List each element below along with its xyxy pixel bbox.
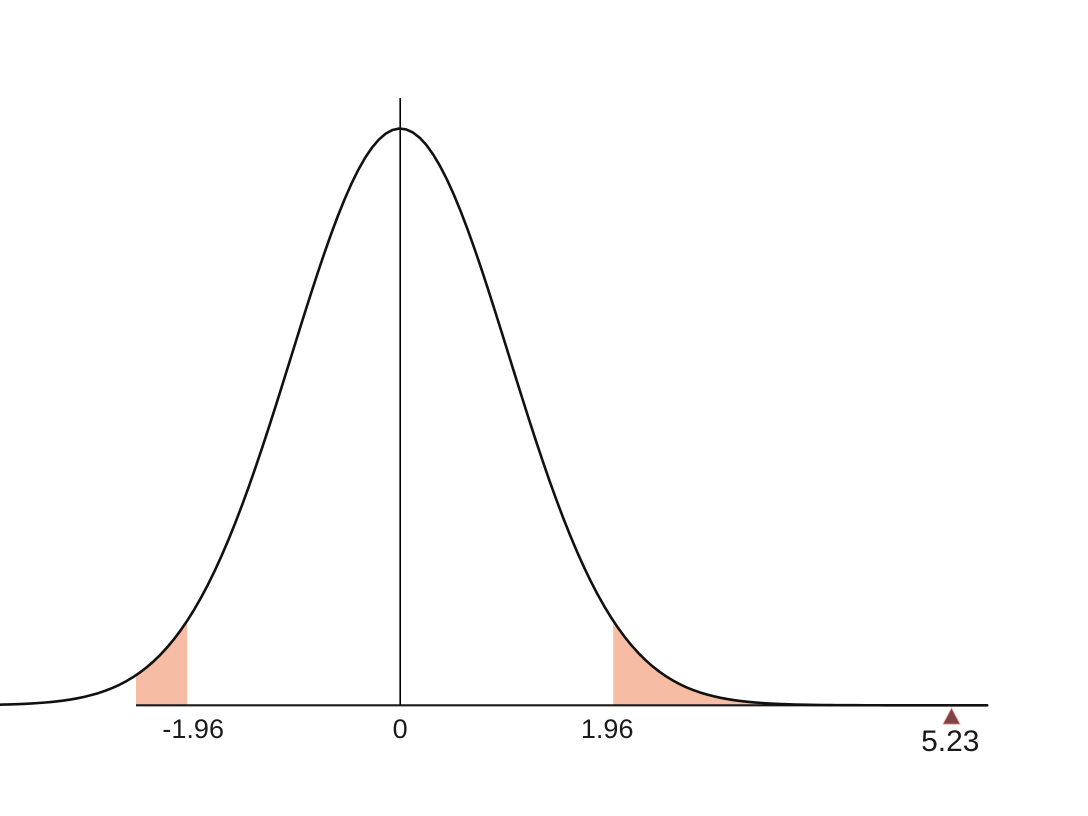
- svg-text:0: 0: [393, 714, 408, 744]
- svg-text:5.23: 5.23: [921, 725, 979, 758]
- svg-text:-1.96: -1.96: [162, 714, 224, 744]
- svg-text:1.96: 1.96: [581, 714, 634, 744]
